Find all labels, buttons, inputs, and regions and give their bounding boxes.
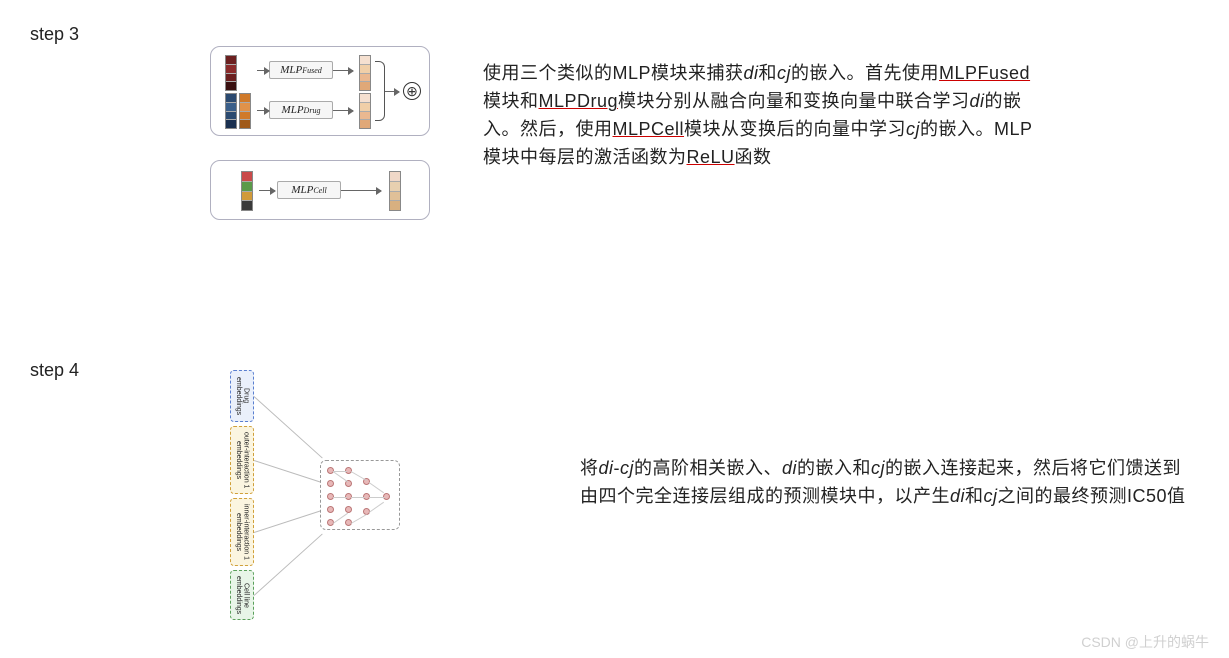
nn-edge bbox=[351, 471, 367, 481]
step4-description: 将di-cj的高阶相关嵌入、di的嵌入和cj的嵌入连接起来，然后将它们馈送到由四… bbox=[580, 455, 1198, 511]
nn-node bbox=[345, 506, 352, 513]
mlp-drug-box: MLPDrug bbox=[269, 101, 333, 119]
t-mlpdrug: MLPDrug bbox=[539, 91, 619, 111]
nn-edge bbox=[369, 502, 384, 513]
arrow-fused-in bbox=[257, 70, 269, 71]
t-cj: cj bbox=[777, 63, 791, 83]
plus-symbol: ⊕ bbox=[406, 83, 418, 100]
step3-label: step 3 bbox=[30, 24, 79, 45]
embed-box-inner: inner-interaction 1 embeddings bbox=[230, 498, 254, 566]
nn-node bbox=[327, 506, 334, 513]
vec-fused-output bbox=[359, 55, 371, 91]
step3-panel-mlp-cell: MLPCell bbox=[210, 160, 430, 220]
arrow-drug-in bbox=[257, 110, 269, 111]
t: 函数 bbox=[735, 147, 772, 167]
nn-node bbox=[327, 480, 334, 487]
mlp-fused-sub: Fused bbox=[302, 66, 322, 75]
watermark: CSDN @上升的蜗牛 bbox=[1081, 632, 1209, 652]
t-di: di bbox=[970, 91, 985, 111]
t: 模块分别从融合向量和变换向量中联合学习 bbox=[618, 91, 970, 111]
nn-box bbox=[320, 460, 400, 530]
t: 和 bbox=[759, 63, 778, 83]
vec-cell-output bbox=[389, 171, 401, 211]
t-di: di bbox=[782, 458, 797, 478]
mlp-fused-box: MLPFused bbox=[269, 61, 333, 79]
arrow-fused-out bbox=[333, 70, 353, 71]
nn-edge bbox=[369, 497, 385, 498]
t: 的高阶相关嵌入、 bbox=[634, 458, 782, 478]
nn-edge bbox=[351, 497, 365, 498]
t: 模块从变换后的向量中学习 bbox=[684, 119, 906, 139]
t: 模块和 bbox=[483, 91, 539, 111]
t-cj: cj bbox=[906, 119, 920, 139]
embed-box-drug: Drug embeddings bbox=[230, 370, 254, 422]
vec-fused-input-top bbox=[225, 55, 237, 91]
mlp-cell-sub: Cell bbox=[313, 186, 326, 195]
embed-box-outer: outer-interaction 1 embeddings bbox=[230, 426, 254, 494]
t-di: di bbox=[950, 486, 965, 506]
nn-edge bbox=[333, 497, 347, 498]
step4-label: step 4 bbox=[30, 360, 79, 381]
t-mlpcell: MLPCell bbox=[613, 119, 685, 139]
brace bbox=[375, 61, 385, 121]
nn-edge bbox=[351, 514, 367, 524]
t-cj: cj bbox=[620, 458, 634, 478]
mlp-cell-box: MLPCell bbox=[277, 181, 341, 199]
conn bbox=[254, 396, 323, 458]
arrow-drug-out bbox=[333, 110, 353, 111]
nn-edge bbox=[369, 482, 384, 493]
t: 的嵌入。首先使用 bbox=[791, 63, 939, 83]
circle-plus-icon: ⊕ bbox=[403, 82, 421, 100]
vec-cell-input bbox=[241, 171, 253, 211]
vec-drug-input-bot bbox=[239, 93, 251, 129]
embed-box-cell: Cell line embeddings bbox=[230, 570, 254, 620]
conn bbox=[254, 460, 323, 483]
t-relu: ReLU bbox=[687, 147, 735, 167]
vec-drug-input-mid bbox=[225, 93, 237, 129]
mlp-drug-label: MLP bbox=[282, 104, 304, 116]
t: 将 bbox=[580, 458, 599, 478]
arrow-cell-in bbox=[259, 190, 275, 191]
vec-drug-output bbox=[359, 93, 371, 129]
t: 和 bbox=[965, 486, 984, 506]
mlp-cell-label: MLP bbox=[291, 184, 313, 196]
t-cj: cj bbox=[871, 458, 885, 478]
arrow-cell-out bbox=[341, 190, 381, 191]
t-di: di bbox=[599, 458, 614, 478]
mlp-drug-sub: Drug bbox=[304, 106, 321, 115]
t: 之间的最终预测IC50值 bbox=[998, 486, 1186, 506]
t: 使用三个类似的MLP模块来捕获 bbox=[483, 63, 744, 83]
step3-description: 使用三个类似的MLP模块来捕获di和cj的嵌入。首先使用MLPFused模块和M… bbox=[483, 60, 1043, 172]
mlp-fused-label: MLP bbox=[280, 64, 302, 76]
step3-panel-mlp-fused-drug: MLPFused MLPDrug ⊕ bbox=[210, 46, 430, 136]
conn bbox=[254, 534, 323, 596]
t-di: di bbox=[744, 63, 759, 83]
arrow-to-plus bbox=[385, 91, 399, 92]
t: 的嵌入和 bbox=[797, 458, 871, 478]
step4-diagram: Drug embeddings outer-interaction 1 embe… bbox=[230, 370, 430, 630]
t-mlpfused: MLPFused bbox=[939, 63, 1030, 83]
t-cj: cj bbox=[984, 486, 998, 506]
conn bbox=[254, 510, 323, 533]
